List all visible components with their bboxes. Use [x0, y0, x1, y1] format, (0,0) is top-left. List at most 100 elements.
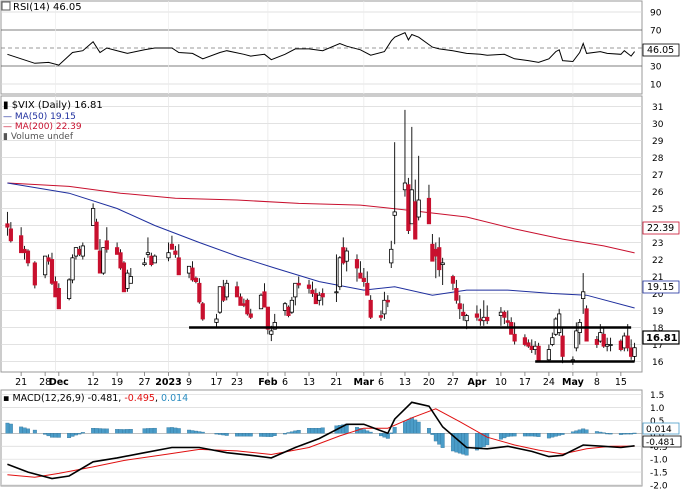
macd-hist-bar [77, 433, 82, 435]
macd-hist-bar [169, 427, 174, 434]
macd-hist-bar [296, 429, 301, 434]
macd-hist-bar [98, 428, 102, 434]
price-panel: 31302928272625242322212019181716 ▮ $VIX … [0, 95, 680, 373]
macd-tick-label: 0.0 [650, 430, 665, 440]
macd-hist-bar [406, 419, 411, 434]
date-label: Apr [468, 377, 487, 388]
candle-body [406, 184, 411, 231]
candle-body [622, 335, 627, 349]
candle-body [618, 340, 623, 351]
macd-hist-bar [190, 430, 195, 434]
macd-value-box [642, 435, 682, 448]
macd-hist-bar [440, 433, 445, 448]
candle-body [498, 311, 504, 317]
macd-hist-bar [200, 431, 205, 434]
macd-hist-bar [221, 433, 226, 436]
rsi-grid [1, 1, 642, 94]
rsi-value-flag: 46.05 [642, 43, 680, 57]
macd-hist-bar [560, 433, 565, 435]
candle-body [43, 255, 48, 276]
macd-hist-bar [382, 433, 387, 438]
macd-hist-bar [259, 433, 263, 437]
candle-body [334, 291, 339, 294]
candle-body [118, 252, 123, 269]
candle-body [382, 299, 387, 315]
macd-hist-bar [605, 433, 610, 435]
candle-body [80, 245, 85, 257]
candle-body [221, 286, 226, 301]
macd-hist-bar [553, 433, 558, 437]
macd-hist-bar [416, 421, 421, 434]
date-label: Mar [354, 377, 375, 388]
macd-hist-bar [74, 433, 78, 436]
macd-hist-bar [173, 427, 178, 434]
candle-body [101, 247, 106, 274]
candle-body [200, 303, 205, 320]
macd-hist-bar [608, 433, 613, 435]
macd-hist-bar [526, 433, 531, 437]
candle-body [409, 189, 414, 225]
candle-body [354, 259, 360, 269]
macd-tick-label: 1.5 [650, 391, 664, 401]
macd-hist-bar [248, 433, 253, 437]
candle-body [32, 262, 37, 286]
candle-body [529, 345, 534, 351]
macd-hist-bar [557, 433, 562, 436]
macd-tick-label: -2.0 [650, 482, 668, 489]
macd-hist-bar [101, 428, 106, 434]
candle-body [190, 267, 195, 281]
macd-hist-bar [618, 433, 623, 435]
candle-body [526, 342, 531, 347]
candle-body [265, 306, 270, 330]
candle-body [125, 272, 130, 289]
macd-hist-bar [581, 428, 586, 434]
macd-hist-bar [498, 433, 503, 440]
date-label: 20 [423, 377, 435, 388]
macd-hist-bar [289, 431, 294, 434]
candle-body [584, 308, 589, 342]
ma200-legend: — MA(200) 22.39 [3, 122, 82, 132]
candle-body [67, 279, 72, 299]
macd-hist-bar [433, 433, 438, 442]
macd-hist-bar [403, 421, 407, 434]
macd-hist-bar [283, 433, 287, 435]
candle-body [49, 259, 55, 284]
date-label: 2023 [155, 377, 181, 388]
macd-hist-bar [529, 433, 534, 437]
macd-hist-bar [149, 428, 154, 434]
macd-hist-bar [454, 433, 459, 453]
date-label: 10 [495, 377, 507, 388]
macd-hist-bar [32, 429, 37, 434]
candle-body [358, 272, 363, 279]
macd-hist-bar [104, 428, 109, 434]
last-price-label: 16.81 [646, 333, 678, 344]
ma50-value-flag: 19.15 [642, 280, 680, 294]
price-tick-label: 28 [652, 154, 664, 164]
candle-body [258, 294, 264, 310]
macd-hist-bar [272, 433, 277, 436]
candle-body [176, 257, 181, 276]
macd-hist-bar [601, 432, 606, 434]
date-label: 28 [39, 377, 51, 388]
macd-tick-label: 1.0 [650, 404, 665, 414]
macd-hist-bar [632, 432, 637, 434]
candle-body [574, 330, 579, 349]
candle-body [550, 337, 555, 345]
macd-hist-bar [313, 428, 318, 434]
candle-body [608, 344, 613, 346]
macd-hist-bar [125, 429, 130, 434]
candle-body [450, 276, 456, 284]
date-label: May [562, 377, 585, 388]
macd-hist-bar [310, 428, 315, 434]
date-label: 24 [543, 377, 555, 388]
candle-body [173, 250, 178, 255]
candle-body [392, 211, 397, 216]
candle-body [632, 347, 637, 357]
macd-tick-label: -1.0 [650, 456, 668, 466]
candle-body [557, 313, 562, 333]
rsi-panel: 9070503010 RSI(14) 46.05 46.05 [0, 0, 680, 95]
candle-body [104, 240, 109, 250]
candle-body [313, 293, 318, 305]
price-tick-label: 19 [652, 307, 664, 317]
